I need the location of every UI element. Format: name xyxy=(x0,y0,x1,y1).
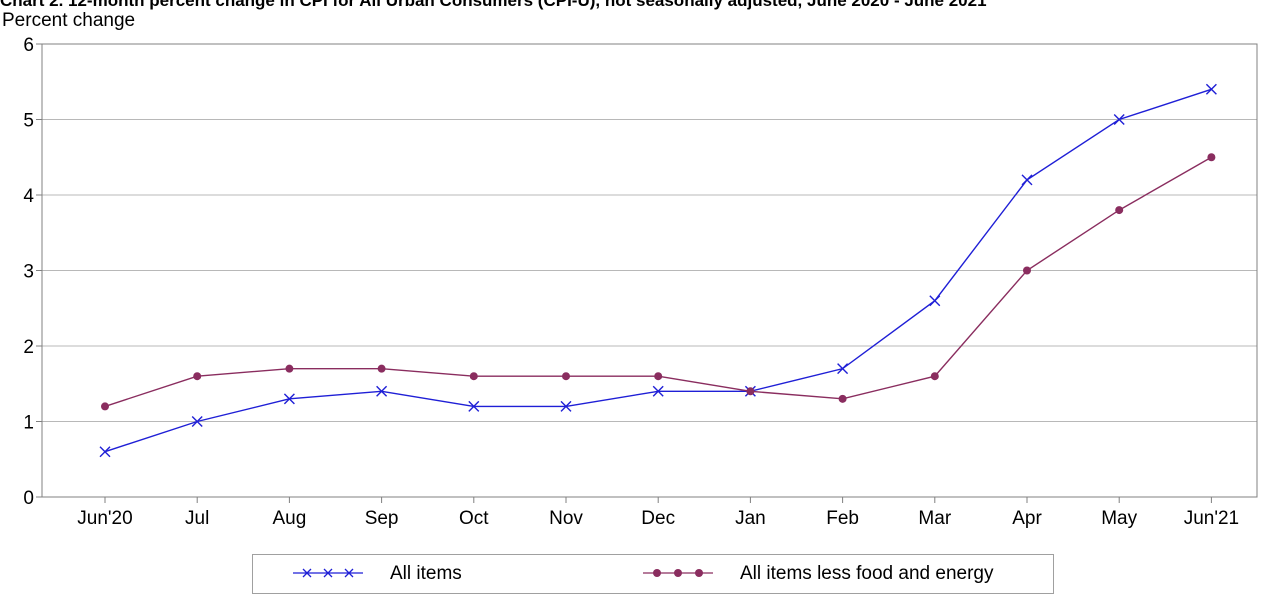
y-tick-label: 3 xyxy=(23,262,34,283)
data-point-all-items xyxy=(376,385,388,397)
data-point-core xyxy=(101,402,109,411)
x-tick-label: Oct xyxy=(459,508,489,529)
y-tick-label: 0 xyxy=(23,488,34,509)
data-point-all-items xyxy=(191,416,203,427)
data-point-core xyxy=(838,394,847,403)
legend-label-core: All items less food and energy xyxy=(740,563,994,584)
data-point-core xyxy=(930,372,939,381)
gridlines xyxy=(42,43,1257,422)
x-tick-label: May xyxy=(1101,508,1137,529)
y-tick-label: 2 xyxy=(23,337,34,358)
data-point-core xyxy=(285,364,294,373)
x-tick-label: Jun'21 xyxy=(1184,508,1239,529)
data-point-core xyxy=(469,372,478,381)
series-group xyxy=(99,83,1217,458)
x-tick-label: Jun'20 xyxy=(77,508,132,529)
y-tick-label: 1 xyxy=(23,413,34,434)
x-tick-label: Jan xyxy=(735,508,766,529)
data-point-all-items xyxy=(1205,83,1217,95)
y-tick-label: 6 xyxy=(23,35,34,56)
chart-title: Chart 2. 12-month percent change in CPI … xyxy=(0,0,987,10)
y-axis-ticks: 0 1 2 3 4 5 6 xyxy=(23,35,42,509)
data-point-core xyxy=(654,372,663,381)
legend-swatch-circle-marker xyxy=(643,569,713,577)
legend-swatch-x-marker xyxy=(293,568,363,578)
data-point-all-items xyxy=(929,295,941,307)
x-tick-label: Apr xyxy=(1012,508,1042,529)
data-point-all-items xyxy=(1021,174,1033,186)
data-point-all-items xyxy=(560,400,572,412)
x-tick-label: Mar xyxy=(918,508,951,529)
x-tick-label: Aug xyxy=(272,508,306,529)
legend: All items All items less food and energy xyxy=(252,554,1054,594)
data-point-core xyxy=(193,372,202,381)
data-point-core xyxy=(746,387,755,396)
x-tick-label: Nov xyxy=(549,508,583,529)
data-point-all-items xyxy=(1113,114,1125,125)
data-point-all-items xyxy=(652,385,664,397)
data-point-all-items xyxy=(99,446,111,458)
data-point-all-items xyxy=(283,393,295,405)
x-tick-label: Dec xyxy=(641,508,675,529)
y-tick-label: 4 xyxy=(23,186,34,207)
x-tick-label: Sep xyxy=(365,508,399,529)
legend-label-all-items: All items xyxy=(390,563,462,584)
data-point-core xyxy=(1207,153,1216,162)
data-point-core xyxy=(562,372,570,381)
x-tick-label: Feb xyxy=(826,508,859,529)
y-tick-label: 5 xyxy=(23,111,34,132)
data-point-core xyxy=(1115,206,1124,215)
data-point-all-items xyxy=(837,363,849,375)
data-point-core xyxy=(377,364,386,373)
x-axis-ticks: Jun'20 Jul Aug Sep Oct Nov Dec Jan Feb Mar Apr May J… xyxy=(77,497,1239,529)
y-axis-title: Percent change xyxy=(2,10,136,31)
x-tick-label: Jul xyxy=(185,508,209,529)
series-core xyxy=(101,153,1216,411)
data-point-all-items xyxy=(468,400,480,412)
data-point-core xyxy=(1023,266,1031,275)
